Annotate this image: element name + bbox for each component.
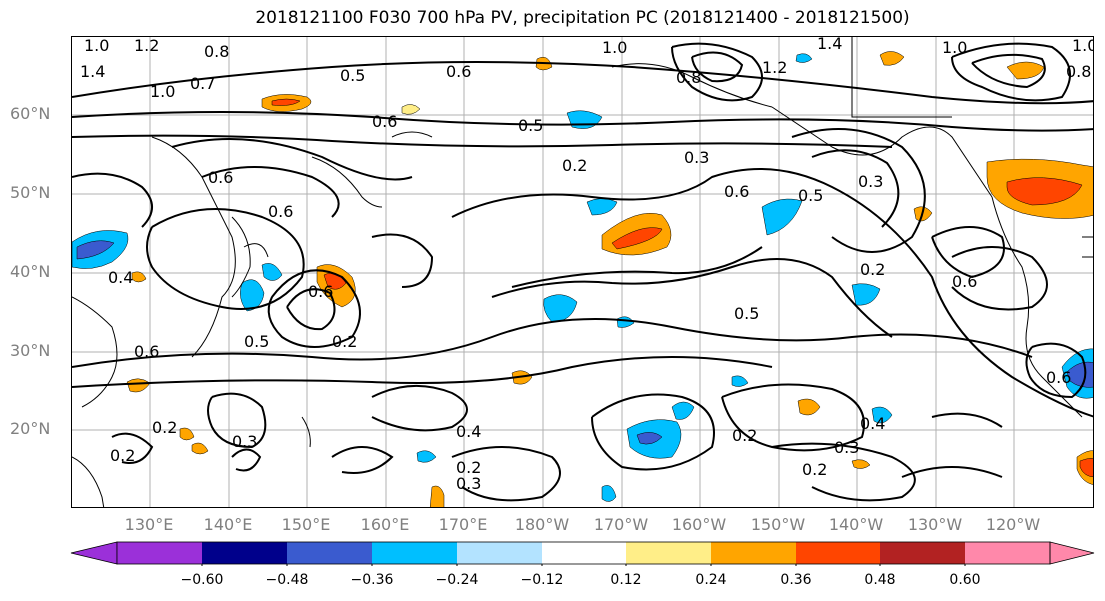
colorbar-tick-label: 0.24 (695, 572, 727, 588)
contour-label: 0.7 (190, 74, 215, 93)
lon-label: 150°E (281, 515, 331, 534)
lat-label: 20°N (10, 419, 51, 438)
contour-label: 1.4 (80, 62, 105, 81)
contour-label: 0.2 (860, 260, 885, 279)
contour-label: 0.6 (268, 202, 293, 221)
contour-label: 0.4 (456, 422, 481, 441)
colorbar-extend-low (70, 541, 118, 565)
contour-label: 0.6 (134, 342, 159, 361)
contour-label: 0.3 (456, 474, 481, 493)
pv-contours (72, 42, 1093, 502)
contour-label: 0.6 (208, 168, 233, 187)
contour-label: 0.6 (308, 282, 333, 301)
contour-label: 0.2 (732, 426, 757, 445)
contour-label: 0.6 (952, 272, 977, 291)
contour-label: 0.2 (332, 332, 357, 351)
lat-label: 30°N (10, 341, 51, 360)
lon-label: 180°W (514, 515, 570, 534)
contour-label: 0.5 (518, 116, 543, 135)
contour-label: 1.0 (84, 37, 109, 55)
contour-label: 0.5 (340, 66, 365, 85)
lon-label: 160°E (360, 515, 410, 534)
colorbar-segment (880, 542, 965, 564)
contour-label: 0.2 (456, 458, 481, 477)
colorbar-segment (457, 542, 542, 564)
colorbar-segment (117, 542, 202, 564)
colorbar-segment (542, 542, 626, 564)
contour-label: 0.4 (108, 268, 133, 287)
lon-label: 170°W (593, 515, 649, 534)
lon-label: 150°W (750, 515, 806, 534)
colorbar-segment (287, 542, 372, 564)
precip-positive (126, 51, 1093, 507)
lon-label: 140°E (203, 515, 253, 534)
colorbar-tick-label: 0.60 (949, 572, 981, 588)
colorbar-tick-label: 0.48 (864, 572, 896, 588)
map-title: 2018121100 F030 700 hPa PV, precipitatio… (255, 8, 910, 28)
contour-label: 1.2 (134, 37, 159, 55)
map-panel[interactable]: 1.0 1.2 1.4 1.0 0.8 0.7 0.5 0.6 0.8 1.0 … (71, 36, 1094, 508)
colorbar-segment (965, 542, 1050, 564)
gridlines (72, 37, 1093, 507)
contour-label: 0.2 (562, 156, 587, 175)
lon-label: 130°W (907, 515, 963, 534)
colorbar-segment (796, 542, 880, 564)
contour-label: 1.0 (602, 38, 627, 57)
contour-label: 1.2 (762, 58, 787, 77)
contour-label: 0.6 (446, 62, 471, 81)
map-canvas: 1.0 1.2 1.4 1.0 0.8 0.7 0.5 0.6 0.8 1.0 … (72, 37, 1094, 507)
colorbar-tick-label: −0.48 (265, 572, 309, 588)
contour-label: 1.4 (817, 37, 842, 53)
contour-label: 0.2 (152, 418, 177, 437)
colorbar-tick-label: 0.36 (780, 572, 812, 588)
colorbar-segment (202, 542, 287, 564)
coastlines (72, 37, 1093, 507)
contour-label: 1.0 (1072, 37, 1094, 55)
contour-labels: 1.0 1.2 1.4 1.0 0.8 0.7 0.5 0.6 0.8 1.0 … (80, 37, 1094, 493)
lon-label: 120°W (985, 515, 1041, 534)
lon-label: 170°E (438, 515, 488, 534)
colorbar-tick-label: −0.24 (435, 572, 479, 588)
contour-label: 0.3 (684, 148, 709, 167)
contour-label: 1.0 (150, 82, 175, 101)
colorbar-segment (372, 542, 457, 564)
contour-label: 0.5 (798, 186, 823, 205)
contour-label: 0.6 (372, 112, 397, 131)
colorbar-tick-label: −0.36 (350, 572, 394, 588)
contour-label: 0.5 (244, 332, 269, 351)
contour-label: 0.4 (860, 414, 885, 433)
colorbar-segment (626, 542, 711, 564)
lat-label: 50°N (10, 183, 51, 202)
contour-label: 0.3 (834, 438, 859, 457)
contour-label: 0.2 (110, 446, 135, 465)
lat-label: 40°N (10, 262, 51, 281)
colorbar (70, 541, 1095, 566)
colorbar-extend-high (1049, 541, 1095, 565)
lon-label: 130°E (124, 515, 174, 534)
lat-label: 60°N (10, 104, 51, 123)
precip-negative (72, 53, 1093, 502)
contour-label: 0.8 (676, 68, 701, 87)
colorbar-tick-label: 0.12 (610, 572, 642, 588)
contour-label: 0.3 (858, 172, 883, 191)
contour-label: 0.8 (1066, 62, 1091, 81)
contour-label: 0.3 (232, 432, 257, 451)
contour-label: 0.6 (1046, 368, 1071, 387)
colorbar-segment (711, 542, 796, 564)
contour-label: 1.0 (942, 38, 967, 57)
contour-label: 0.5 (734, 304, 759, 323)
contour-label: 0.6 (724, 182, 749, 201)
contour-label: 0.2 (802, 460, 827, 479)
lon-label: 140°W (828, 515, 884, 534)
contour-label: 0.8 (204, 42, 229, 61)
lon-label: 160°W (671, 515, 727, 534)
colorbar-tick-label: −0.12 (520, 572, 564, 588)
colorbar-tick-label: −0.60 (180, 572, 224, 588)
